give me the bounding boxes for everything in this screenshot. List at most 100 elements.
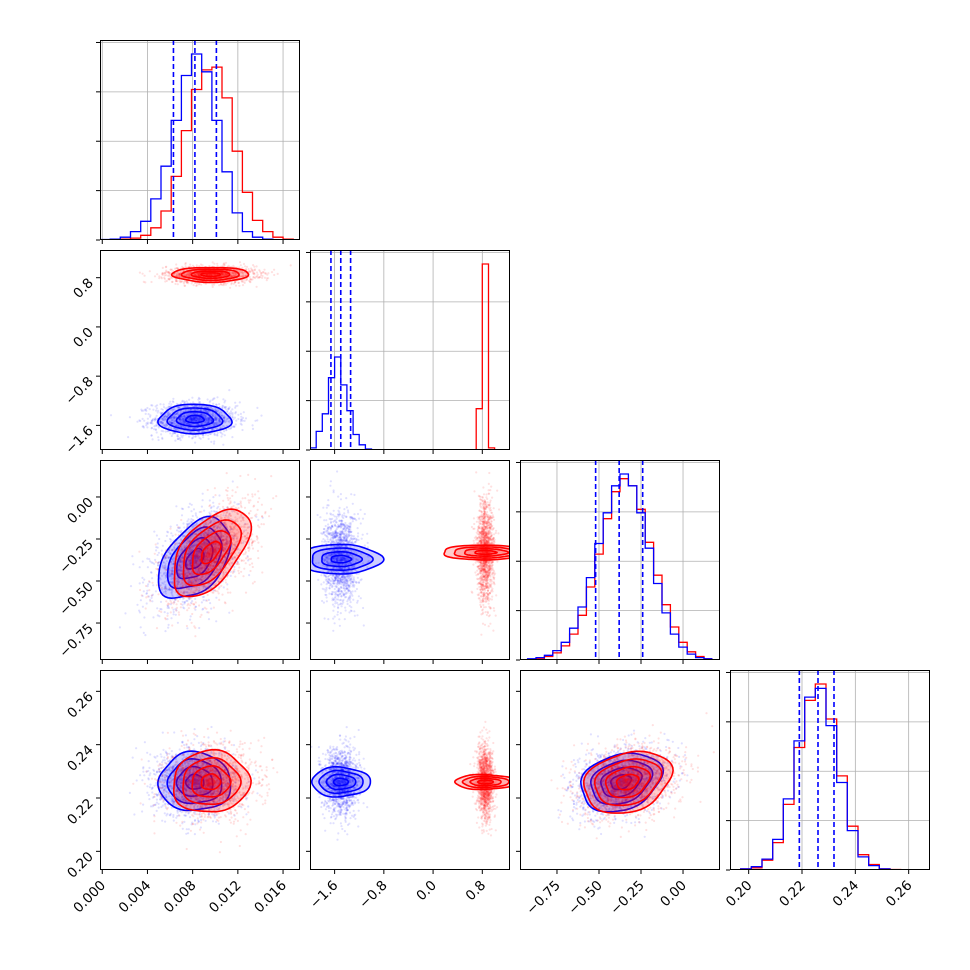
scatter-point xyxy=(241,271,244,274)
scatter-point xyxy=(199,417,202,420)
scatter-point xyxy=(202,425,205,429)
scatter-point xyxy=(161,422,164,425)
scatter-point xyxy=(179,425,183,428)
scatter-point xyxy=(170,617,173,620)
scatter-point xyxy=(214,422,217,425)
scatter-point xyxy=(190,571,193,574)
scatter-point xyxy=(158,615,161,618)
scatter-point xyxy=(256,276,259,279)
scatter-point xyxy=(228,406,231,409)
scatter-point xyxy=(206,533,209,537)
scatter-point xyxy=(220,414,223,417)
scatter-point xyxy=(192,525,195,529)
scatter-point xyxy=(250,267,253,270)
scatter-point xyxy=(232,273,235,276)
scatter-point xyxy=(198,589,201,593)
scatter-point xyxy=(179,420,182,423)
scatter-point xyxy=(222,272,225,275)
scatter-point xyxy=(255,275,258,278)
scatter-point xyxy=(212,518,215,521)
scatter-point xyxy=(167,414,170,417)
scatter-point xyxy=(149,414,152,417)
scatter-point xyxy=(132,563,135,566)
scatter-point xyxy=(212,573,215,576)
scatter-point xyxy=(169,420,172,423)
scatter-point xyxy=(189,615,192,618)
scatter-point xyxy=(230,426,233,430)
scatter-point xyxy=(188,274,191,277)
scatter-point xyxy=(251,278,254,281)
scatter-point xyxy=(162,454,164,456)
scatter-point xyxy=(224,416,227,419)
scatter-point xyxy=(179,280,182,283)
scatter-point xyxy=(174,279,177,283)
scatter-point xyxy=(173,419,176,422)
scatter-point xyxy=(176,271,179,274)
scatter-point xyxy=(179,410,182,413)
scatter-point xyxy=(206,421,209,424)
scatter-point xyxy=(197,398,200,401)
scatter-point xyxy=(171,277,174,280)
scatter-point xyxy=(164,272,167,275)
scatter-point xyxy=(215,423,218,426)
scatter-point xyxy=(208,411,211,414)
scatter-point xyxy=(188,435,191,438)
scatter-point xyxy=(233,280,236,283)
scatter-point xyxy=(169,426,173,430)
scatter-point xyxy=(178,406,181,409)
scatter-point xyxy=(203,413,206,416)
scatter-point xyxy=(191,519,194,522)
scatter-point xyxy=(211,285,214,288)
scatter-point xyxy=(158,609,161,613)
scatter-point xyxy=(203,557,206,560)
panel-frame xyxy=(100,250,300,450)
scatter-point xyxy=(224,273,227,276)
scatter-point xyxy=(188,274,191,278)
scatter-point xyxy=(215,524,218,527)
scatter-point xyxy=(183,534,186,538)
scatter-point xyxy=(253,273,256,276)
scatter-point xyxy=(178,418,181,421)
scatter-point xyxy=(191,612,194,616)
scatter-point xyxy=(244,417,248,420)
scatter-point xyxy=(229,574,232,578)
scatter-point xyxy=(256,419,259,422)
scatter-point xyxy=(188,416,191,419)
scatter-point xyxy=(221,433,224,436)
scatter-point xyxy=(189,417,192,420)
scatter-point xyxy=(223,430,226,433)
scatter-point xyxy=(154,424,157,427)
scatter-point xyxy=(198,273,201,276)
histogram-panel-2 xyxy=(310,250,510,450)
scatter-point xyxy=(170,408,173,412)
scatter-point xyxy=(176,412,179,415)
scatter-point xyxy=(252,264,255,267)
scatter-point xyxy=(248,275,251,279)
scatter-point xyxy=(166,411,169,414)
scatter-point xyxy=(199,551,202,554)
scatter-point xyxy=(226,541,229,544)
scatter-point xyxy=(171,580,174,583)
scatter-point xyxy=(174,422,177,425)
scatter-point xyxy=(252,276,255,279)
scatter-point xyxy=(165,415,169,418)
scatter-point xyxy=(178,275,181,278)
scatter-point xyxy=(196,416,199,420)
scatter-point xyxy=(188,272,191,275)
scatter-point xyxy=(216,590,219,593)
scatter-point xyxy=(208,511,211,514)
scatter-point xyxy=(190,503,193,506)
scatter-point xyxy=(144,584,148,588)
scatter-point xyxy=(206,555,209,558)
scatter-point xyxy=(187,560,191,563)
scatter-point xyxy=(138,609,141,612)
contour-line-series-a xyxy=(175,411,215,428)
scatter-point xyxy=(175,280,178,283)
scatter-point xyxy=(148,270,151,273)
scatter-point xyxy=(197,578,200,581)
scatter-point xyxy=(206,488,209,492)
scatter-point xyxy=(187,588,190,591)
scatter-point xyxy=(184,422,187,425)
scatter-point xyxy=(188,398,191,401)
scatter-point xyxy=(208,432,212,436)
